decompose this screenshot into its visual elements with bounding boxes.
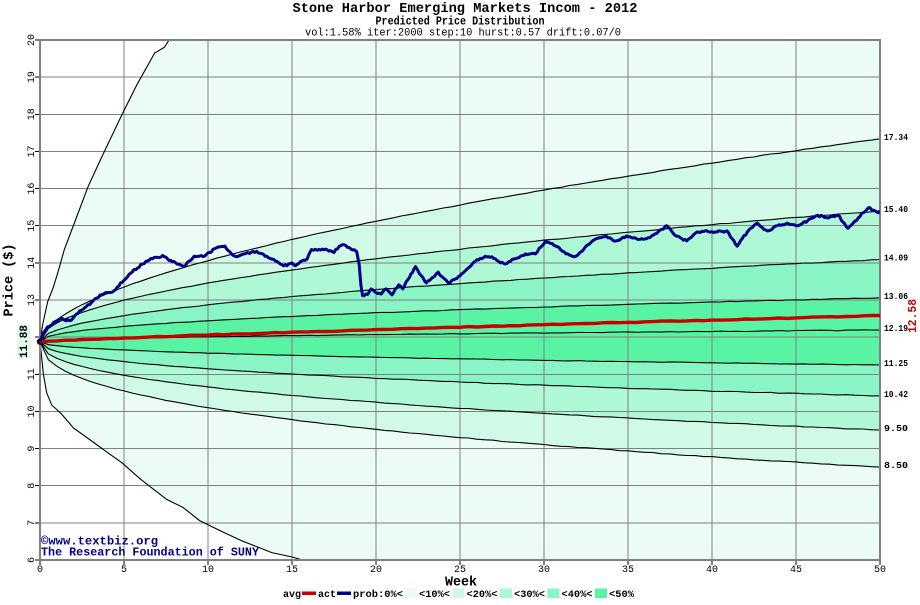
svg-text:0: 0: [37, 565, 43, 576]
svg-text:11: 11: [27, 368, 38, 380]
svg-text:<50%: <50%: [609, 590, 634, 600]
svg-text:act: act: [318, 590, 336, 600]
svg-text:17: 17: [27, 145, 38, 157]
svg-text:<20%<: <20%<: [467, 590, 498, 600]
svg-text:30: 30: [538, 565, 550, 576]
svg-text:<40%<: <40%<: [562, 590, 593, 600]
svg-text:11.25: 11.25: [884, 359, 908, 369]
svg-text:15: 15: [286, 565, 298, 576]
svg-text:prob:0%<: prob:0%<: [353, 589, 403, 600]
svg-text:13.06: 13.06: [884, 292, 908, 302]
svg-text:14.09: 14.09: [884, 254, 908, 264]
svg-text:10.42: 10.42: [884, 390, 908, 400]
svg-text:14: 14: [27, 257, 38, 269]
svg-text:40: 40: [706, 565, 718, 576]
svg-text:vol:1.58% iter:2000 step:10 hu: vol:1.58% iter:2000 step:10 hurst:0.57 d…: [305, 28, 621, 40]
svg-text:Week: Week: [445, 576, 477, 591]
svg-text:7: 7: [27, 520, 38, 526]
svg-text:12.19: 12.19: [884, 324, 908, 334]
svg-text:10: 10: [27, 405, 38, 417]
svg-text:Predicted Price Distribution: Predicted Price Distribution: [376, 16, 545, 29]
svg-text:©www.textbiz.org: ©www.textbiz.org: [41, 535, 158, 549]
svg-text:19: 19: [27, 71, 38, 83]
svg-text:6: 6: [27, 557, 38, 563]
svg-text:<10%<: <10%<: [419, 590, 450, 600]
svg-text:<30%<: <30%<: [514, 590, 545, 600]
svg-text:20: 20: [27, 34, 38, 46]
svg-text:12.58: 12.58: [906, 299, 920, 333]
svg-text:5: 5: [121, 565, 127, 576]
svg-text:50: 50: [874, 565, 886, 576]
svg-text:20: 20: [370, 565, 382, 576]
svg-text:Price ($): Price ($): [3, 244, 18, 317]
svg-text:8.50: 8.50: [884, 461, 908, 471]
svg-text:15: 15: [27, 220, 38, 232]
svg-text:16: 16: [27, 183, 38, 195]
svg-text:45: 45: [790, 565, 802, 576]
svg-text:13: 13: [27, 294, 38, 306]
svg-text:18: 18: [27, 108, 38, 120]
svg-text:11.88: 11.88: [19, 325, 31, 358]
svg-text:9: 9: [27, 446, 38, 452]
svg-text:9.50: 9.50: [884, 424, 908, 434]
svg-text:8: 8: [27, 483, 38, 489]
svg-text:17.34: 17.34: [884, 133, 909, 143]
svg-text:avg: avg: [283, 590, 301, 600]
svg-text:The Research Foundation of SUN: The Research Foundation of SUNY: [41, 546, 260, 560]
svg-text:15.40: 15.40: [884, 205, 908, 215]
svg-text:10: 10: [202, 565, 214, 576]
svg-text:Stone Harbor Emerging Markets: Stone Harbor Emerging Markets Incom - 20…: [293, 2, 638, 17]
svg-text:25: 25: [454, 565, 466, 576]
svg-text:35: 35: [622, 565, 634, 576]
